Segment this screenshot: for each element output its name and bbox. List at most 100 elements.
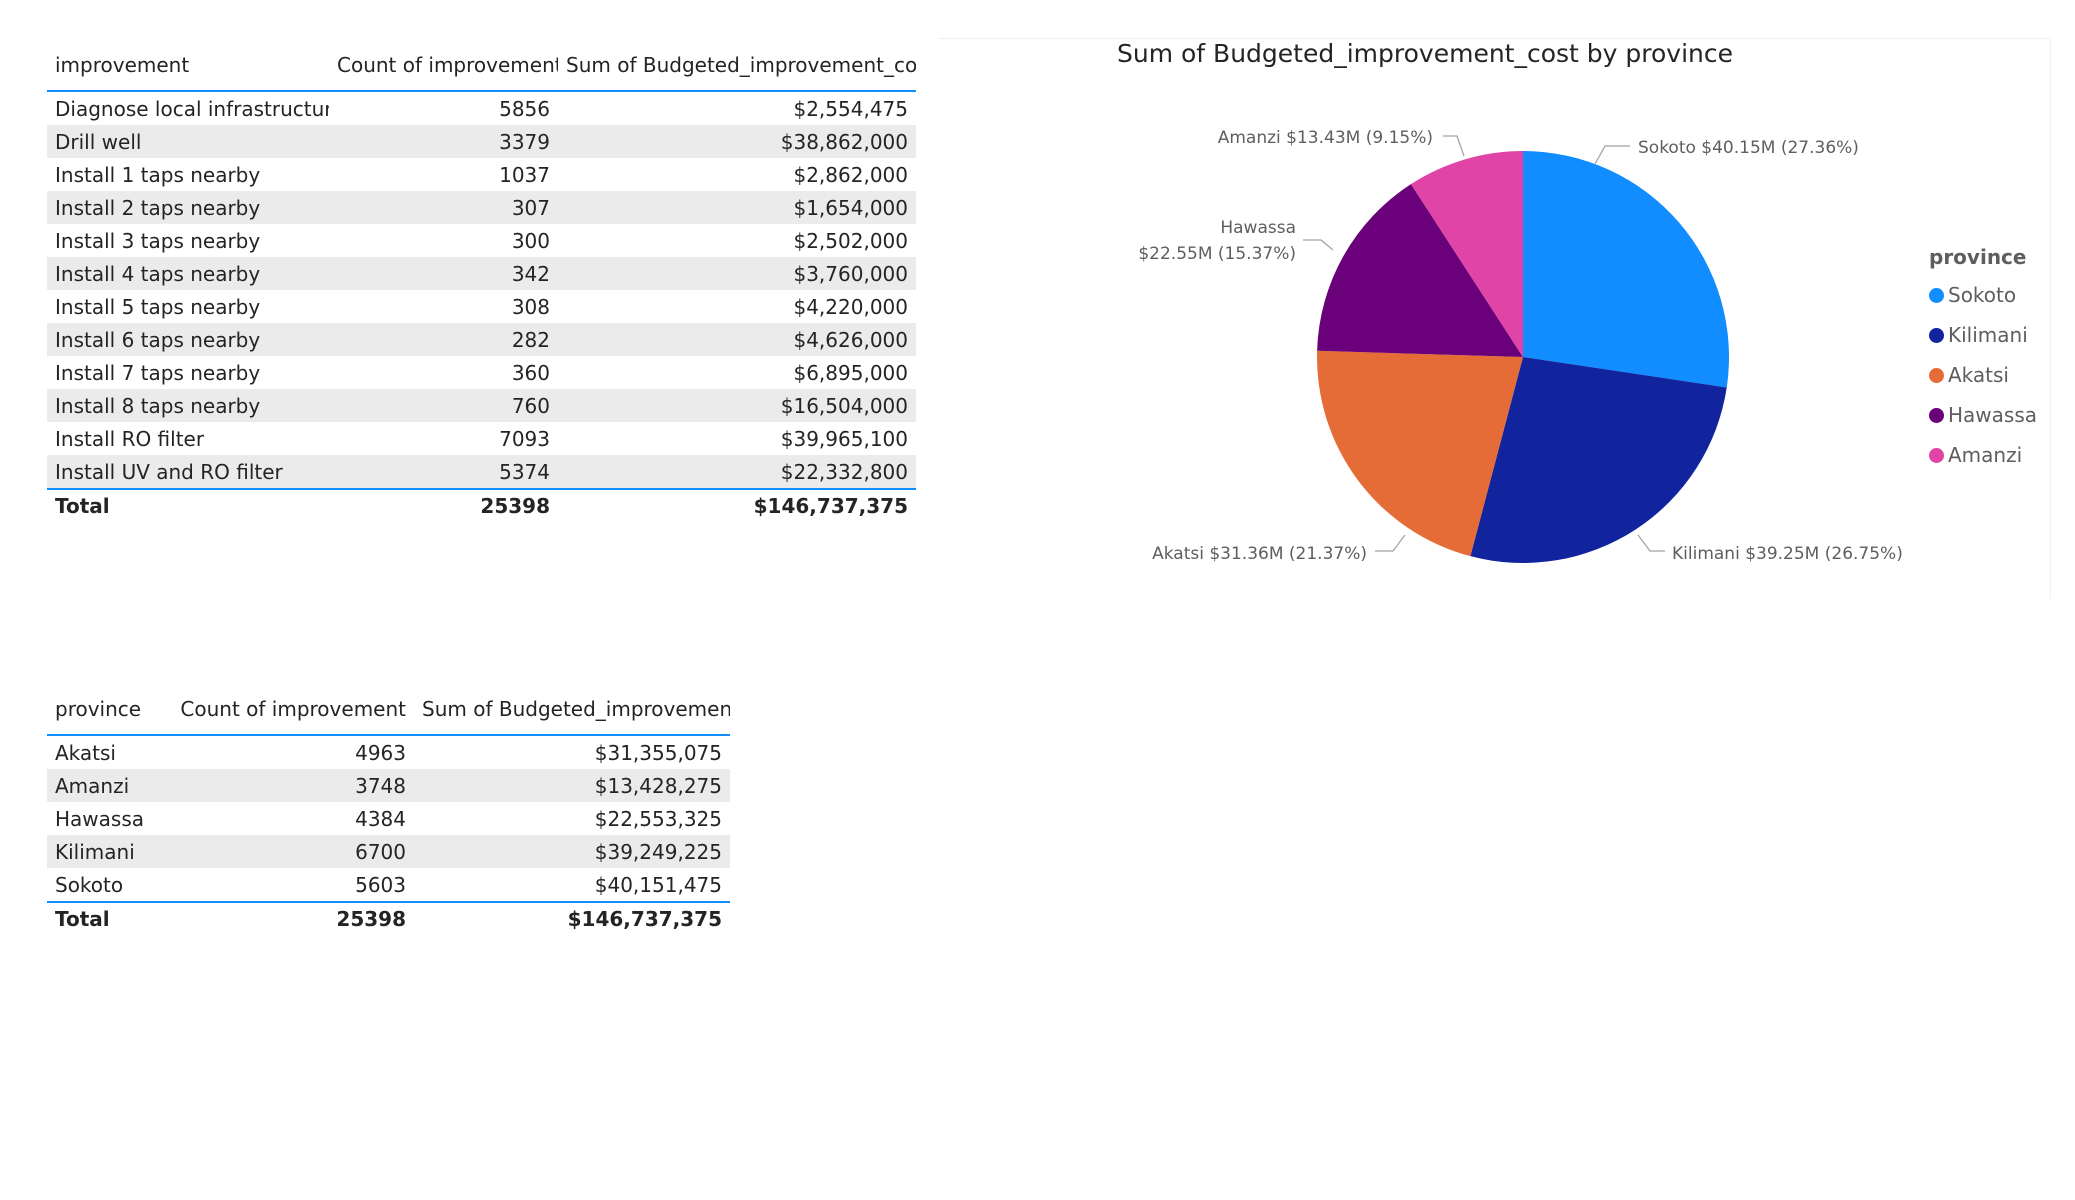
table-row[interactable]: Install 5 taps nearby 308 $4,220,000: [47, 290, 916, 323]
column-header-improvement[interactable]: improvement: [55, 53, 190, 77]
table-header-row: province Count of improvement Sum of Bud…: [47, 684, 730, 734]
count-cell: 308: [511, 294, 550, 319]
column-header-count[interactable]: Count of improvement: [337, 53, 558, 77]
column-header-sum[interactable]: Sum of Budgeted_improvement_cost: [422, 697, 730, 721]
sum-cell: $39,965,100: [780, 426, 908, 451]
legend-item-kilimani[interactable]: Kilimani: [1929, 315, 2037, 355]
legend-item-hawassa[interactable]: Hawassa: [1929, 395, 2037, 435]
row-label-cell: Install 6 taps nearby: [55, 327, 261, 352]
chart-title: Sum of Budgeted_improvement_cost by prov…: [1117, 39, 1734, 68]
table-row[interactable]: Install RO filter 7093 $39,965,100: [47, 422, 916, 455]
table-row[interactable]: Install 3 taps nearby 300 $2,502,000: [47, 224, 916, 257]
sum-cell: $2,862,000: [793, 162, 908, 187]
row-label-cell: Install 8 taps nearby: [55, 393, 261, 418]
leader-line-kilimani: [1637, 534, 1665, 552]
table-body: Akatsi 4963 $31,355,075 Amanzi 3748 $13,428,2…: [47, 734, 730, 901]
sum-cell: $4,220,000: [793, 294, 908, 319]
table-row[interactable]: Install 1 taps nearby 1037 $2,862,000: [47, 158, 916, 191]
total-count: 25398: [480, 494, 550, 518]
row-label-cell: Install RO filter: [55, 426, 205, 451]
sum-cell: $22,553,325: [594, 806, 722, 831]
pie-chart[interactable]: Sokoto $40.15M (27.36%) Kilimani $39.25M …: [938, 39, 2050, 599]
sum-cell: $2,554,475: [793, 96, 908, 121]
improvement-table[interactable]: improvement Count of improvement Sum of …: [47, 40, 916, 522]
legend-item-amanzi[interactable]: Amanzi: [1929, 435, 2037, 475]
sum-cell: $1,654,000: [793, 195, 908, 220]
count-cell: 5856: [499, 96, 550, 121]
column-header-count[interactable]: Count of improvement: [180, 697, 406, 721]
count-cell: 4963: [355, 740, 406, 765]
data-label-sokoto: Sokoto $40.15M (27.36%): [1638, 138, 1859, 158]
count-cell: 282: [511, 327, 550, 352]
count-cell: 307: [511, 195, 550, 220]
sum-cell: $3,760,000: [793, 261, 908, 286]
province-table[interactable]: province Count of improvement Sum of Bud…: [47, 684, 730, 935]
row-label-cell: Install 7 taps nearby: [55, 360, 261, 385]
count-cell: 5603: [355, 872, 406, 897]
legend-label: Hawassa: [1948, 403, 2038, 427]
table-row[interactable]: Install 2 taps nearby 307 $1,654,000: [47, 191, 916, 224]
legend-label: Sokoto: [1948, 283, 2017, 307]
pie-slice-kilimani[interactable]: [1470, 357, 1727, 563]
count-cell: 7093: [499, 426, 550, 451]
table-header-row: improvement Count of improvement Sum of …: [47, 40, 916, 90]
row-label-cell: Amanzi: [55, 773, 130, 798]
row-label-cell: Hawassa: [55, 806, 143, 831]
legend-dot-icon: [1929, 407, 1944, 423]
total-count: 25398: [336, 907, 406, 931]
table-row[interactable]: Install 8 taps nearby 760 $16,504,000: [47, 389, 916, 422]
legend-dot-icon: [1929, 327, 1944, 343]
table-row[interactable]: Kilimani 6700 $39,249,225: [47, 835, 730, 868]
data-label-amanzi: Amanzi $13.43M (9.15%): [1218, 128, 1433, 148]
leader-line-hawassa: [1303, 239, 1334, 251]
table-row[interactable]: Hawassa 4384 $22,553,325: [47, 802, 730, 835]
table-row[interactable]: Drill well 3379 $38,862,000: [47, 125, 916, 158]
sum-cell: $39,249,225: [594, 839, 722, 864]
total-sum: $146,737,375: [567, 907, 722, 931]
chart-legend[interactable]: province Sokoto Kilimani Akatsi Hawassa Aman…: [1929, 245, 2037, 475]
table-body: Diagnose local infrastructure 5856 $2,554,…: [47, 90, 916, 488]
data-label-kilimani: Kilimani $39.25M (26.75%): [1672, 544, 1903, 564]
legend-dot-icon: [1929, 367, 1944, 383]
row-label-cell: Install 4 taps nearby: [55, 261, 261, 286]
column-header-sum[interactable]: Sum of Budgeted_improvement_cost: [566, 53, 916, 77]
data-label-akatsi: Akatsi $31.36M (21.37%): [1152, 544, 1367, 564]
total-label: Total: [55, 494, 110, 518]
legend-label: Amanzi: [1948, 443, 2023, 467]
leader-line-akatsi: [1375, 534, 1406, 552]
count-cell: 760: [511, 393, 550, 418]
legend-item-sokoto[interactable]: Sokoto: [1929, 275, 2037, 315]
table-row[interactable]: Install 4 taps nearby 342 $3,760,000: [47, 257, 916, 290]
table-row[interactable]: Akatsi 4963 $31,355,075: [47, 736, 730, 769]
row-label-cell: Install 5 taps nearby: [55, 294, 261, 319]
data-label-hawassa: $22.55M (15.37%): [1138, 244, 1296, 264]
row-label-cell: Diagnose local infrastructure: [55, 96, 329, 121]
table-row[interactable]: Amanzi 3748 $13,428,275: [47, 769, 730, 802]
table-total-row: Total 25398 $146,737,375: [47, 901, 730, 935]
row-label-cell: Install 1 taps nearby: [55, 162, 261, 187]
count-cell: 5374: [499, 459, 550, 484]
table-row[interactable]: Install 7 taps nearby 360 $6,895,000: [47, 356, 916, 389]
legend-label: Kilimani: [1948, 323, 2028, 347]
legend-dot-icon: [1929, 287, 1944, 303]
pie-slice-hawassa[interactable]: [1317, 184, 1523, 357]
pie-slice-akatsi[interactable]: [1317, 350, 1523, 557]
sum-cell: $40,151,475: [594, 872, 722, 897]
sum-cell: $16,504,000: [780, 393, 908, 418]
total-sum: $146,737,375: [753, 494, 908, 518]
row-label-cell: Kilimani: [55, 839, 135, 864]
table-row[interactable]: Install UV and RO filter 5374 $22,332,800: [47, 455, 916, 488]
legend-item-akatsi[interactable]: Akatsi: [1929, 355, 2037, 395]
table-total-row: Total 25398 $146,737,375: [47, 488, 916, 522]
table-row[interactable]: Sokoto 5603 $40,151,475: [47, 868, 730, 901]
pie-slice-sokoto[interactable]: [1523, 151, 1729, 388]
count-cell: 1037: [499, 162, 550, 187]
pie-slice-amanzi[interactable]: [1410, 151, 1523, 357]
table-row[interactable]: Install 6 taps nearby 282 $4,626,000: [47, 323, 916, 356]
pie-chart-visual[interactable]: Sum of Budgeted_improvement_cost by prov…: [938, 38, 2051, 599]
count-cell: 342: [511, 261, 550, 286]
total-label: Total: [55, 907, 110, 931]
table-row[interactable]: Diagnose local infrastructure 5856 $2,554,…: [47, 92, 916, 125]
column-header-province[interactable]: province: [55, 697, 142, 721]
